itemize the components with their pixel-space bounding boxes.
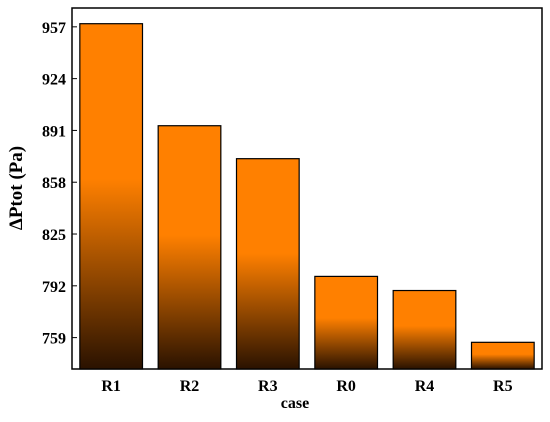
y-tick-label: 924 [42, 72, 66, 89]
plot-frame [71, 7, 543, 370]
y-tick-label: 759 [42, 331, 66, 348]
y-tick-label: 825 [42, 227, 66, 244]
x-tick-label: R4 [415, 378, 435, 395]
bar [79, 23, 144, 370]
x-tick-label: R3 [258, 378, 278, 395]
bar [314, 275, 379, 370]
bar [235, 158, 300, 370]
y-tick-label: 891 [42, 123, 66, 140]
x-tick-label: R0 [336, 378, 356, 395]
y-tick-label: 957 [42, 20, 66, 37]
y-axis-label: ΔPtot (Pa) [6, 146, 27, 230]
bar [470, 341, 535, 370]
bar [157, 125, 222, 370]
x-tick-label: R1 [101, 378, 121, 395]
y-tick-label: 792 [42, 279, 66, 296]
y-tick-label: 858 [42, 175, 66, 192]
x-axis-label: case [281, 395, 309, 412]
x-tick-label: R2 [180, 378, 200, 395]
x-tick-label: R5 [493, 378, 513, 395]
bar [392, 289, 457, 370]
